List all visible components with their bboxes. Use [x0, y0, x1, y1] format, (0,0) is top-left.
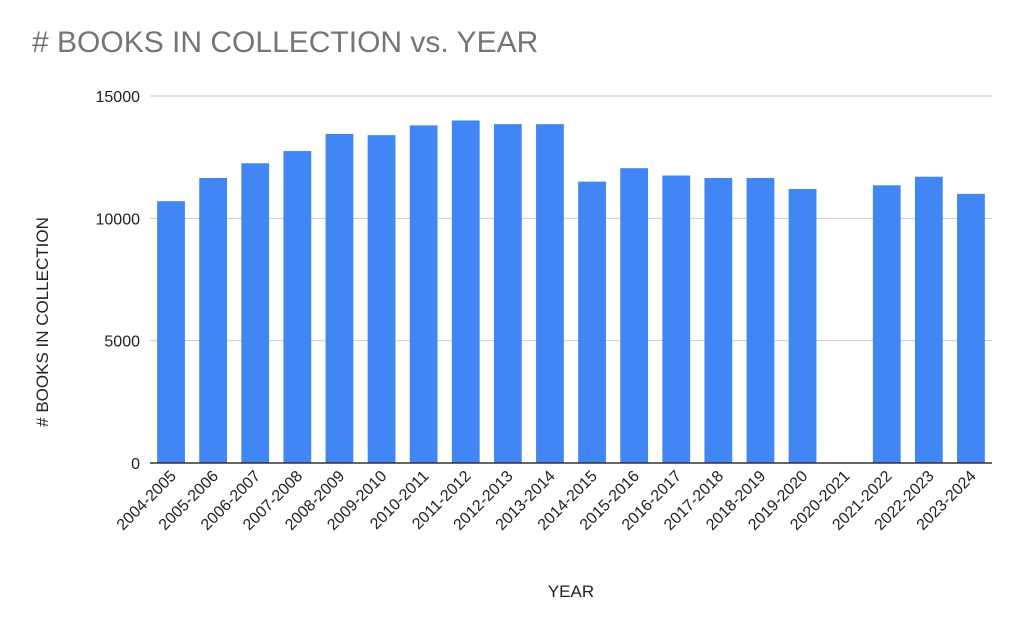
gridlines: [150, 95, 992, 342]
bar-2004-2005: [157, 201, 185, 463]
bar-2012-2013: [493, 124, 522, 464]
bar-2015-2016: [620, 168, 649, 463]
bar-2014-2015: [578, 181, 606, 463]
chart-title: # BOOKS IN COLLECTION vs. YEAR: [32, 26, 539, 59]
bar-2021-2022: [872, 185, 901, 463]
bar-2017-2018: [704, 177, 733, 464]
bar-2008-2009: [325, 133, 354, 463]
bars: [157, 120, 985, 464]
bar-2009-2010: [367, 135, 396, 463]
y-axis-title: # BOOKS IN COLLECTION: [33, 217, 52, 427]
y-tick-label: 15000: [96, 89, 141, 106]
bar-2016-2017: [662, 175, 691, 463]
bar-2005-2006: [199, 177, 228, 464]
y-tick-labels: 0 5000 10000 15000: [96, 89, 141, 473]
bar-2010-2011: [409, 125, 438, 464]
bar-2006-2007: [241, 163, 270, 464]
bar-2013-2014: [536, 124, 564, 464]
y-tick-label: 10000: [96, 211, 141, 228]
x-tick-labels: 2004-20052005-20062006-20072007-20082008…: [114, 468, 980, 534]
x-axis-title: YEAR: [548, 582, 594, 601]
bar-2019-2020: [788, 188, 817, 463]
bar-2023-2024: [957, 193, 985, 463]
y-tick-label: 0: [131, 456, 140, 473]
bar-2007-2008: [283, 151, 312, 464]
bar-2022-2023: [914, 176, 943, 464]
bar-2018-2019: [746, 177, 775, 464]
y-tick-label: 5000: [104, 334, 140, 351]
bar-2011-2012: [451, 120, 480, 463]
